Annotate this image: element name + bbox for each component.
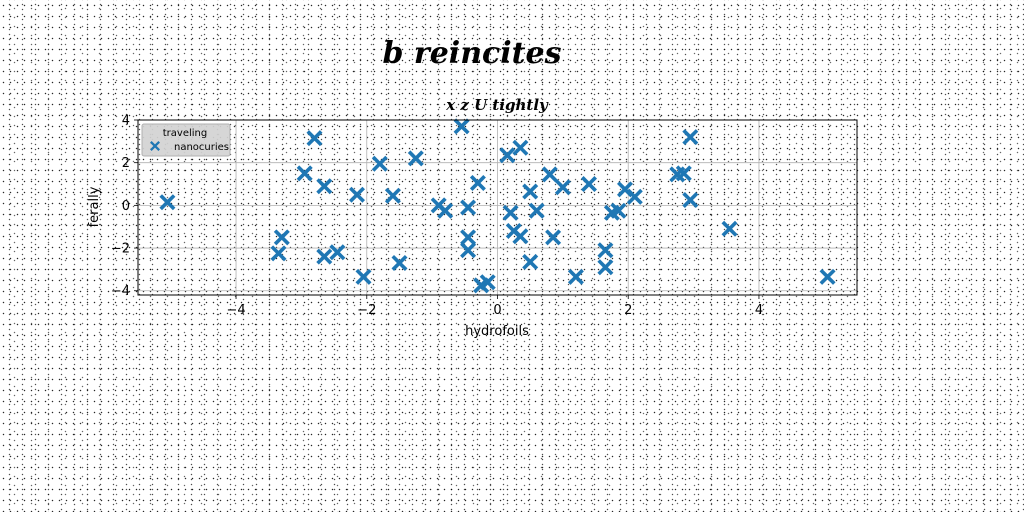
data-point — [528, 202, 545, 219]
legend-marker-shape — [150, 141, 160, 151]
y-axis-label: ferally — [87, 186, 102, 227]
data-point — [355, 268, 372, 285]
data-point — [567, 268, 584, 285]
data-point — [626, 188, 643, 205]
grid-lines — [138, 119, 857, 295]
data-point — [499, 147, 516, 164]
data-point — [159, 194, 176, 211]
y-tick-label: −4 — [111, 284, 130, 299]
data-point — [371, 155, 388, 172]
data-point — [545, 229, 562, 246]
data-point — [522, 183, 539, 200]
axis-ticks: −4 −2 0 2 4 −4 −2 0 2 4 — [111, 114, 763, 319]
data-point — [460, 229, 477, 246]
data-point — [460, 242, 477, 259]
data-point — [316, 248, 333, 265]
data-point — [437, 202, 454, 219]
legend: traveling nanocuries — [141, 123, 231, 157]
data-point — [479, 274, 496, 291]
data-point — [329, 244, 346, 261]
data-point — [270, 245, 287, 262]
data-point — [460, 199, 477, 216]
data-point — [306, 130, 323, 147]
x-tick-label: 4 — [755, 303, 763, 318]
y-tick-label: 0 — [122, 199, 130, 214]
legend-marker-x-icon — [150, 141, 160, 151]
data-point — [273, 229, 290, 246]
data-point — [554, 179, 571, 196]
data-point — [682, 192, 699, 208]
data-point — [522, 253, 539, 270]
data-point — [349, 186, 365, 203]
x-axis-label: hydrofoils — [465, 324, 529, 339]
x-tick-label: −2 — [357, 303, 376, 318]
data-point — [512, 228, 529, 245]
plot-area-frame — [137, 119, 858, 296]
y-tick-label: −2 — [111, 242, 130, 257]
data-point — [721, 220, 738, 237]
data-point — [819, 268, 836, 285]
data-point — [682, 129, 699, 146]
x-tick-label: 0 — [493, 303, 501, 318]
legend-label: nanocuries — [174, 142, 229, 153]
data-point — [391, 255, 408, 271]
data-point — [597, 259, 614, 276]
data-point — [610, 202, 627, 219]
data-point — [453, 118, 470, 135]
axes-title: x z U tightly — [445, 96, 549, 114]
figure-title: b reincites — [382, 36, 561, 71]
data-point — [675, 165, 692, 182]
data-point — [597, 242, 614, 259]
data-point — [469, 175, 486, 191]
data-point — [502, 204, 519, 221]
data-point — [512, 139, 529, 156]
legend-title: traveling — [163, 128, 207, 139]
data-point — [316, 178, 333, 195]
x-tick-label: 2 — [624, 303, 632, 318]
data-points — [159, 118, 836, 294]
data-point — [296, 165, 313, 182]
data-point — [384, 187, 401, 204]
y-tick-label: 4 — [122, 114, 130, 129]
legend-box — [141, 123, 231, 157]
data-point — [541, 166, 558, 183]
data-point — [407, 150, 424, 167]
y-tick-label: 2 — [122, 156, 130, 171]
data-point — [581, 176, 597, 192]
x-tick-label: −4 — [226, 303, 245, 318]
